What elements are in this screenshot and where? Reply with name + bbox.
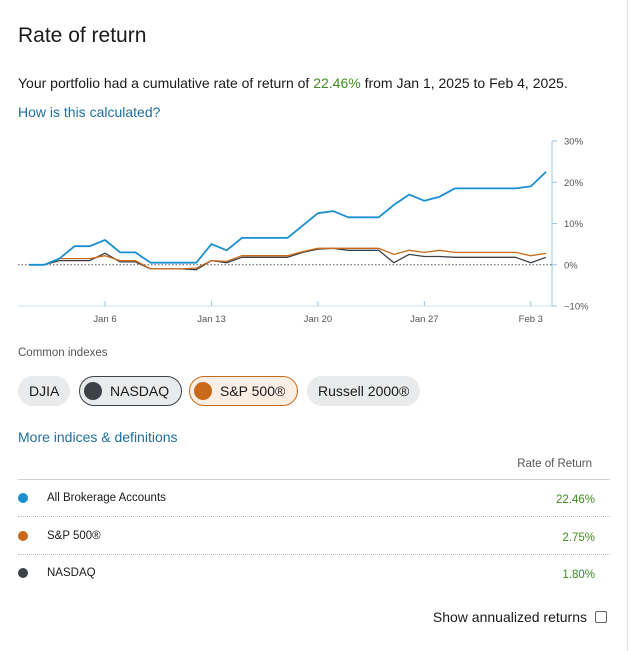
summary-suffix: from Jan 1, 2025 to Feb 4, 2025. bbox=[360, 75, 568, 91]
summary-prefix: Your portfolio had a cumulative rate of … bbox=[18, 75, 314, 91]
summary-rate: 22.46% bbox=[313, 75, 361, 91]
series-dot bbox=[18, 568, 28, 578]
annualized-label: Show annualized returns bbox=[432, 609, 587, 625]
x-tick-label: Jan 13 bbox=[197, 314, 226, 325]
index-pill-djia[interactable]: DJIA bbox=[18, 376, 71, 406]
table-row: NASDAQ 1.80% bbox=[18, 555, 610, 592]
how-calculated-link[interactable]: How is this calculated? bbox=[18, 104, 161, 120]
index-pill-nasdaq[interactable]: NASDAQ bbox=[79, 376, 183, 406]
row-divider bbox=[18, 516, 610, 517]
index-pill-label: Russell 2000® bbox=[318, 383, 410, 399]
row-name: S&P 500® bbox=[47, 530, 101, 542]
index-pill-label: S&P 500® bbox=[220, 383, 286, 399]
x-tick-label: Jan 6 bbox=[93, 314, 116, 325]
y-tick-label: 20% bbox=[564, 178, 584, 189]
y-tick-label: −10% bbox=[564, 302, 589, 313]
row-value: 1.80% bbox=[562, 569, 595, 581]
chart-grid bbox=[18, 264, 552, 307]
series-dot bbox=[18, 493, 28, 503]
y-tick-label: 0% bbox=[564, 260, 578, 271]
row-divider bbox=[18, 554, 610, 555]
annualized-returns-toggle[interactable]: Show annualized returns bbox=[433, 609, 607, 625]
annualized-checkbox[interactable] bbox=[595, 611, 607, 623]
sp500-color-dot bbox=[194, 382, 212, 400]
row-value: 2.75% bbox=[562, 532, 595, 544]
y-tick-label: 30% bbox=[564, 137, 584, 148]
chart-series bbox=[29, 171, 547, 271]
table-row: S&P 500® 2.75% bbox=[18, 518, 610, 555]
y-tick-label: 10% bbox=[564, 219, 584, 230]
chart-axis: 30% 20% 10% 0% −10% Jan 6 Jan 13 Jan 20 Jan 27 Fe… bbox=[93, 137, 589, 326]
series-line-nasdaq bbox=[29, 247, 547, 271]
rate-of-return-chart: 30% 20% 10% 0% −10% Jan 6 Jan 13 Jan 20 Jan 27 Fe… bbox=[18, 137, 589, 326]
more-indices-link[interactable]: More indices & definitions bbox=[18, 429, 178, 445]
x-tick-label: Feb 3 bbox=[519, 314, 543, 325]
table-row: All Brokerage Accounts 22.46% bbox=[18, 480, 610, 517]
x-tick-label: Jan 27 bbox=[410, 314, 439, 325]
index-pill-russell[interactable]: Russell 2000® bbox=[307, 376, 421, 406]
index-pill-label: DJIA bbox=[29, 383, 60, 399]
index-pill-label: NASDAQ bbox=[110, 383, 170, 399]
table-top-divider bbox=[18, 479, 610, 480]
table-header-rate: Rate of Return bbox=[517, 458, 592, 470]
series-dot bbox=[18, 531, 28, 541]
row-name: All Brokerage Accounts bbox=[47, 492, 166, 504]
row-value: 22.46% bbox=[555, 494, 595, 506]
row-name: NASDAQ bbox=[47, 567, 96, 579]
page-title: Rate of return bbox=[18, 24, 147, 47]
common-indexes-label: Common indexes bbox=[18, 347, 108, 359]
series-line-s-p-500 bbox=[29, 247, 547, 270]
index-pill-sp500[interactable]: S&P 500® bbox=[189, 376, 299, 406]
nasdaq-color-dot bbox=[84, 382, 102, 400]
summary-text: Your portfolio had a cumulative rate of … bbox=[18, 75, 568, 91]
x-tick-label: Jan 20 bbox=[304, 314, 333, 325]
series-line-all-brokerage-accounts bbox=[29, 171, 547, 266]
